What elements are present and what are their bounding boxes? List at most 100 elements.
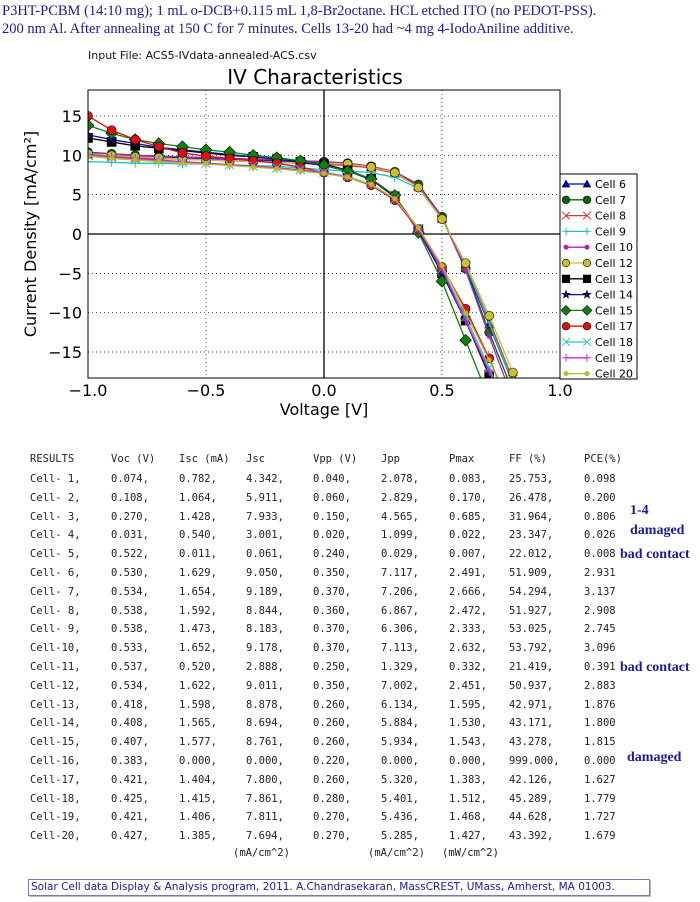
data-point — [582, 179, 592, 188]
data-point — [561, 211, 571, 220]
row-label: Cell-17, — [30, 773, 81, 786]
data-point — [583, 227, 591, 236]
data-point — [486, 333, 492, 339]
data-point — [484, 311, 495, 321]
table-cell: 45.289, — [509, 792, 554, 805]
data-point — [560, 305, 572, 316]
series-cell-7 — [88, 147, 509, 378]
table-cell: 0.806 — [584, 510, 616, 523]
data-point — [368, 181, 374, 187]
series-cell-9 — [88, 157, 512, 378]
note-damaged-1: damaged — [630, 523, 685, 538]
table-cell: 0.360, — [313, 604, 351, 617]
table-cell: 2.632, — [449, 642, 487, 655]
data-point — [88, 129, 94, 140]
data-point — [561, 179, 571, 188]
table-cell: 2.883 — [584, 679, 616, 692]
table-cell: 0.022, — [449, 529, 487, 542]
table-cell: 0.240, — [313, 548, 351, 561]
unit-label-jpp: (mA/cm^2) — [368, 847, 425, 859]
note-damaged-2: damaged — [627, 750, 682, 765]
table-cell: 0.011, — [179, 548, 217, 561]
table-cell: 0.534, — [111, 585, 149, 598]
table-cell: 7.861, — [246, 792, 284, 805]
legend-label: Cell 17 — [595, 320, 633, 333]
table-cell: 0.370, — [313, 642, 351, 655]
legend-label: Cell 18 — [595, 336, 633, 349]
data-point — [132, 157, 138, 163]
table-cell: 0.530, — [111, 567, 149, 579]
data-point — [582, 289, 592, 299]
header-line-2: 200 nm Al. After annealing at 150 C for … — [2, 21, 574, 37]
table-cell: 1.329, — [381, 661, 419, 673]
footer-credit: Solar Cell data Display & Analysis progr… — [28, 879, 650, 896]
table-cell: 42.971, — [509, 698, 554, 711]
data-point — [227, 163, 233, 169]
data-point — [582, 337, 592, 347]
data-point — [483, 393, 495, 405]
table-cell: 0.534, — [111, 679, 149, 692]
column-header: Jsc — [246, 453, 265, 465]
legend-label: Cell 20 — [595, 368, 633, 381]
table-cell: 1.577, — [179, 736, 217, 749]
table-cell: 1.415, — [179, 792, 217, 805]
data-point — [345, 174, 351, 180]
table-cell: 0.040, — [313, 473, 351, 485]
table-cell: 0.000, — [381, 755, 419, 767]
legend-entry: Cell 15 — [560, 304, 633, 317]
table-cell: 8.761, — [246, 736, 284, 749]
table-cell: 2.078, — [381, 473, 419, 485]
row-label: Cell-10, — [30, 642, 81, 655]
legend-label: Cell 6 — [595, 178, 626, 191]
data-point — [88, 157, 93, 167]
data-point — [508, 426, 517, 430]
data-point — [508, 418, 517, 427]
table-cell: 2.908 — [584, 604, 616, 617]
table-cell: 1.800 — [584, 717, 616, 730]
table-cell: 1.815 — [584, 736, 616, 749]
table-cell: 0.000, — [449, 755, 487, 767]
table-cell: 7.117, — [381, 567, 419, 579]
table-cell: 0.108, — [111, 491, 149, 504]
table-cell: 51.909, — [509, 567, 554, 579]
table-cell: 0.685, — [449, 510, 487, 523]
table-cell: 1.727 — [584, 811, 616, 824]
table-cell: 0.060, — [313, 491, 351, 504]
table-cell: 7.811, — [246, 811, 284, 824]
data-point — [582, 322, 592, 331]
row-label: Cell-15, — [30, 736, 81, 749]
table-cell: 5.911, — [246, 491, 284, 504]
data-point — [461, 316, 471, 326]
table-cell: 1.427, — [449, 830, 487, 843]
table-cell: 5.401, — [381, 792, 419, 805]
table-cell: 1.652, — [179, 642, 217, 655]
column-header: FF (%) — [509, 453, 547, 465]
row-label: Cell-12, — [30, 679, 81, 692]
legend-entry: Cell 14 — [561, 289, 633, 302]
table-cell: 5.285, — [381, 830, 419, 843]
data-point — [250, 164, 256, 170]
table-cell: 0.425, — [111, 792, 149, 805]
table-cell: 0.007, — [449, 548, 487, 561]
table-cell: 0.270, — [313, 830, 351, 843]
table-cell: 0.350, — [313, 567, 351, 579]
data-point — [561, 195, 571, 204]
table-cell: 2.472, — [449, 604, 487, 617]
series-line — [88, 152, 506, 378]
table-cell: 5.934, — [381, 736, 419, 749]
column-header: Pmax — [449, 453, 475, 465]
table-cell: 51.927, — [509, 604, 554, 617]
table-cell: 25.753, — [509, 473, 554, 485]
data-point — [561, 322, 571, 331]
data-point — [179, 160, 185, 166]
data-point — [581, 305, 593, 316]
table-cell: 1.530, — [449, 717, 487, 730]
table-cell: 1.406, — [179, 811, 217, 824]
table-cell: 0.029, — [381, 548, 419, 561]
table-cell: 1.428, — [179, 510, 217, 523]
legend-label: Cell 19 — [595, 352, 633, 365]
note-bad-contact-2: bad contact — [620, 660, 690, 675]
series-cell-20 — [88, 153, 498, 378]
table-cell: 50.937, — [509, 679, 554, 692]
data-point — [508, 410, 517, 419]
